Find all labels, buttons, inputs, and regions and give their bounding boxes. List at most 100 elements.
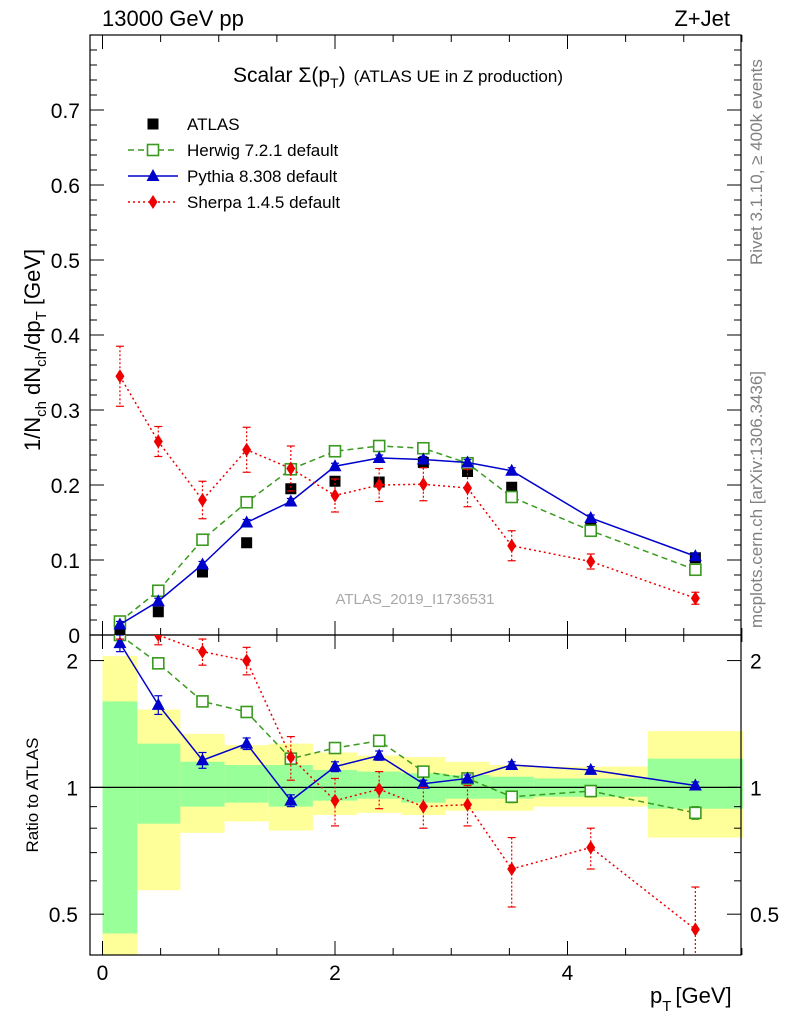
y-tick-label-main: 0 xyxy=(68,625,80,648)
legend-marker-atlas xyxy=(147,118,159,130)
pythia-ratio-point xyxy=(688,778,702,791)
pythia-point xyxy=(195,557,209,570)
herwig-point xyxy=(689,563,702,577)
pythia-point xyxy=(688,549,702,562)
atlas-point xyxy=(462,466,474,477)
herwig-point xyxy=(372,439,386,453)
herwig-ratio-point xyxy=(505,790,519,804)
sherpa-point xyxy=(507,538,517,553)
band-inner xyxy=(180,761,225,807)
y-tick-label-main: 0.3 xyxy=(51,400,80,423)
main-series xyxy=(113,345,702,635)
x-tick-label: 4 xyxy=(562,962,574,985)
pythia-ratio-point xyxy=(461,771,475,784)
pythia-point xyxy=(372,451,386,463)
tick-labels: 0 2 4 0 0.1 0.2 0.3 0.4 0.5 0.6 0.7 0.5 0.5 1 1 2 2 xyxy=(49,100,779,985)
atlas-point xyxy=(152,606,164,618)
legend-marker-herwig xyxy=(146,143,160,157)
pythia-point xyxy=(505,463,519,476)
herwig-point xyxy=(584,524,598,538)
mcplots-label: mcplots.cern.ch [arXiv:1306.3436] xyxy=(747,371,766,628)
pythia-ratio-point xyxy=(151,697,165,710)
process-label: Z+Jet xyxy=(674,6,730,31)
pythia-ratio-point xyxy=(195,753,209,766)
pythia-point xyxy=(113,617,127,630)
atlas-point xyxy=(196,566,208,578)
legend-label-atlas: ATLAS xyxy=(187,115,240,134)
chart-title-main: Scalar Σ(p xyxy=(233,64,330,87)
herwig-ratio-line xyxy=(119,635,696,814)
herwig-ratio-point xyxy=(417,765,430,778)
pythia-point xyxy=(328,459,342,472)
pythia-point xyxy=(151,594,165,607)
sherpa-ratio-point xyxy=(374,782,384,797)
sherpa-ratio-point xyxy=(463,797,473,812)
ratio-tick-label-left: 1 xyxy=(66,777,78,800)
sherpa-ratio-point xyxy=(153,635,163,642)
atlas-point xyxy=(241,537,253,549)
legend-label-sherpa: Sherpa 1.4.5 default xyxy=(187,193,340,212)
sherpa-ratio-point xyxy=(242,653,252,668)
atlas-point xyxy=(506,481,518,493)
sherpa-ratio-point xyxy=(507,862,517,877)
y-tick-label-main: 0.5 xyxy=(51,250,80,273)
sherpa-point xyxy=(153,434,163,449)
sherpa-ratio-point xyxy=(690,922,700,937)
herwig-ratio-point xyxy=(196,695,209,708)
pythia-ratio-point xyxy=(416,776,430,789)
pythia-ratio-point xyxy=(328,759,342,772)
sherpa-point xyxy=(374,478,384,492)
chart-title-sub: T xyxy=(330,75,339,91)
sherpa-point xyxy=(586,554,596,569)
herwig-line xyxy=(119,445,696,623)
x-tick-label: 2 xyxy=(329,962,341,985)
ratio-series xyxy=(113,635,702,955)
y-tick-label-main: 0.6 xyxy=(51,175,80,198)
herwig-ratio-point xyxy=(584,784,598,798)
sherpa-point xyxy=(330,488,340,503)
band-inner xyxy=(102,701,138,934)
band-inner xyxy=(137,743,181,824)
ratio-tick-label-right: 2 xyxy=(750,651,762,674)
sherpa-ratio-point xyxy=(330,793,340,808)
herwig-point xyxy=(328,444,342,458)
pythia-point xyxy=(240,515,254,528)
atlas-point xyxy=(285,483,297,495)
sherpa-point xyxy=(286,461,296,476)
chart-title-rest: (ATLAS UE in Z production) xyxy=(354,67,563,86)
pythia-point xyxy=(584,511,598,523)
sherpa-line xyxy=(119,375,696,599)
band-inner xyxy=(224,765,269,803)
pythia-ratio-point xyxy=(372,748,386,761)
pythia-point xyxy=(284,494,298,507)
y-tick-label-main: 0.4 xyxy=(51,325,81,348)
pythia-ratio-point xyxy=(284,793,298,806)
analysis-watermark: ATLAS_2019_I1736531 xyxy=(335,591,494,608)
herwig-ratio-point xyxy=(240,705,253,719)
pythia-ratio-point xyxy=(584,762,598,775)
rivet-version-label: Rivet 3.1.10, ≥ 400k events xyxy=(747,59,766,265)
y-tick-label-main: 0.7 xyxy=(51,100,80,123)
pythia-ratio-line xyxy=(119,642,696,802)
ratio-tick-label-left: 0.5 xyxy=(49,904,78,927)
sherpa-point xyxy=(115,369,125,384)
sherpa-point xyxy=(463,481,473,495)
herwig-point xyxy=(240,495,253,509)
sherpa-ratio-point xyxy=(586,840,596,855)
legend-label-pythia: Pythia 8.308 default xyxy=(187,167,338,186)
ratio-plot-frame xyxy=(89,634,742,956)
y-axis-label-main: 1/Nch dNch/dpT [GeV] xyxy=(20,249,50,451)
tick-marks xyxy=(90,34,743,955)
sherpa-ratio-point xyxy=(286,750,296,765)
ratio-tick-label-left: 2 xyxy=(66,651,78,674)
herwig-point xyxy=(505,490,519,504)
sherpa-point xyxy=(690,591,700,606)
herwig-point xyxy=(417,441,430,455)
ratio-tick-label-right: 0.5 xyxy=(750,904,779,927)
herwig-ratio-point xyxy=(372,734,386,748)
sherpa-point xyxy=(418,477,428,492)
pythia-point xyxy=(461,455,475,468)
pythia-line xyxy=(119,457,696,626)
sherpa-ratio-point xyxy=(197,644,207,659)
